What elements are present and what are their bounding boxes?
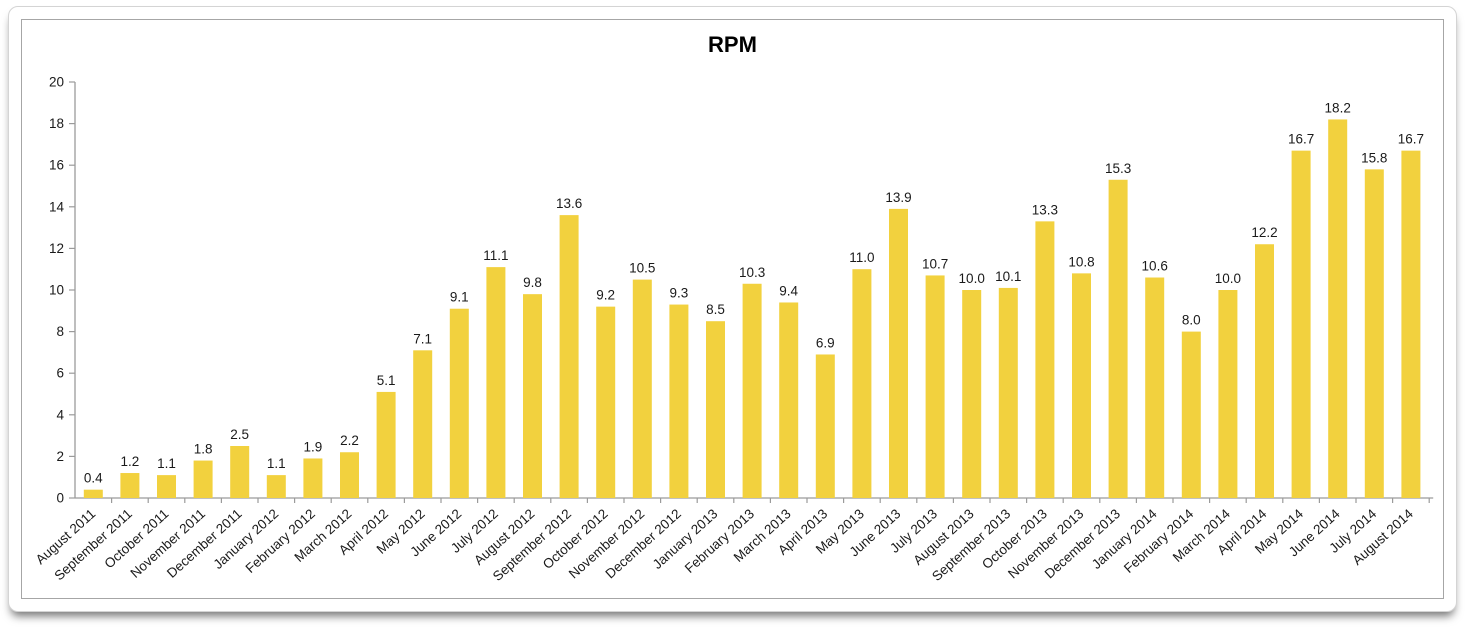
bar-value-label: 1.1 [267, 456, 286, 471]
bar-value-label: 10.8 [1068, 254, 1094, 269]
bar-value-label: 10.0 [1215, 271, 1241, 286]
bar [852, 269, 872, 498]
bar-value-label: 10.0 [959, 271, 985, 286]
y-axis-tick-label: 18 [49, 116, 64, 131]
bar [230, 446, 250, 498]
bar-value-label: 11.1 [483, 248, 508, 263]
bar-value-label: 10.6 [1142, 259, 1168, 274]
y-axis-tick-label: 20 [49, 75, 64, 90]
bar-value-label: 2.2 [340, 433, 359, 448]
bar [1291, 150, 1311, 498]
bar [303, 458, 323, 498]
y-axis-tick-label: 12 [49, 241, 64, 256]
bar-value-label: 16.7 [1398, 132, 1424, 147]
bar [340, 452, 359, 498]
bar-value-label: 15.3 [1105, 161, 1131, 176]
y-axis-tick-label: 6 [56, 366, 64, 381]
bar [925, 275, 945, 498]
chart-frame: RPM 0 2 4 6 8 10 12 14 16 18 20 0.4 August 2011 1.2 Se… [21, 19, 1444, 599]
bar [376, 391, 396, 498]
bar-value-label: 16.7 [1288, 132, 1314, 147]
chart-title: RPM [708, 32, 757, 57]
bar-value-label: 13.3 [1032, 202, 1058, 217]
bar-value-label: 5.1 [377, 373, 396, 388]
bar-value-label: 10.7 [922, 256, 948, 271]
y-axis-tick-label: 4 [56, 407, 64, 422]
bar [83, 489, 103, 498]
bar [193, 460, 213, 498]
bar-value-label: 18.2 [1325, 100, 1351, 115]
bar-value-label: 1.1 [157, 456, 176, 471]
bar-value-label: 2.5 [230, 427, 249, 442]
chart-card: RPM 0 2 4 6 8 10 12 14 16 18 20 0.4 August 2011 1.2 Se… [8, 6, 1457, 612]
bar [779, 302, 799, 498]
bar-value-label: 0.4 [84, 471, 103, 486]
bar [1035, 221, 1055, 499]
bar-value-label: 10.5 [629, 261, 655, 276]
y-axis-tick-label: 0 [56, 491, 64, 506]
bar-value-label: 12.2 [1251, 225, 1277, 240]
bar-value-label: 10.1 [995, 269, 1021, 284]
bar [1401, 150, 1421, 498]
bar [157, 475, 176, 498]
bar-value-label: 11.0 [849, 250, 874, 265]
bar-value-label: 9.8 [523, 275, 542, 290]
y-axis-tick-label: 16 [49, 158, 64, 173]
bar [120, 473, 140, 498]
bar [1218, 290, 1238, 498]
bar-value-label: 9.1 [450, 290, 469, 305]
bar [632, 279, 652, 498]
bar [998, 287, 1018, 498]
bar [1328, 119, 1348, 498]
bar-value-label: 9.2 [596, 288, 615, 303]
bar [962, 290, 982, 498]
bar [596, 306, 616, 498]
bar-value-label: 1.8 [194, 442, 213, 457]
bar [706, 321, 725, 498]
bar-value-label: 7.1 [413, 331, 432, 346]
bar [815, 354, 835, 498]
bar-value-label: 1.9 [304, 439, 323, 454]
bar [1145, 277, 1165, 498]
y-axis-tick-label: 8 [56, 324, 64, 339]
bar-value-label: 9.4 [779, 283, 798, 298]
bar [486, 267, 506, 498]
bar [266, 475, 286, 498]
bar [669, 304, 689, 498]
bar [1108, 179, 1128, 498]
bar-value-label: 13.6 [556, 196, 582, 211]
bar-value-label: 13.9 [885, 190, 911, 205]
bar [413, 350, 433, 498]
bar [449, 308, 469, 498]
bar-value-label: 6.9 [816, 335, 835, 350]
y-axis-tick-label: 2 [56, 449, 64, 464]
bar [523, 294, 542, 498]
bar [1072, 273, 1091, 498]
y-axis-tick-label: 14 [49, 199, 65, 214]
bar [1181, 331, 1201, 498]
bar [742, 283, 762, 498]
bar [1364, 169, 1384, 499]
bar [559, 215, 579, 498]
bar [1255, 244, 1274, 498]
bar-value-label: 8.0 [1182, 313, 1201, 328]
bar-value-label: 1.2 [121, 454, 140, 469]
bar-value-label: 8.5 [706, 302, 725, 317]
bar [889, 208, 908, 498]
bar-value-label: 15.8 [1361, 150, 1387, 165]
bar-value-label: 10.3 [739, 265, 765, 280]
bar-value-label: 9.3 [670, 286, 689, 301]
y-axis-tick-label: 10 [49, 283, 64, 298]
